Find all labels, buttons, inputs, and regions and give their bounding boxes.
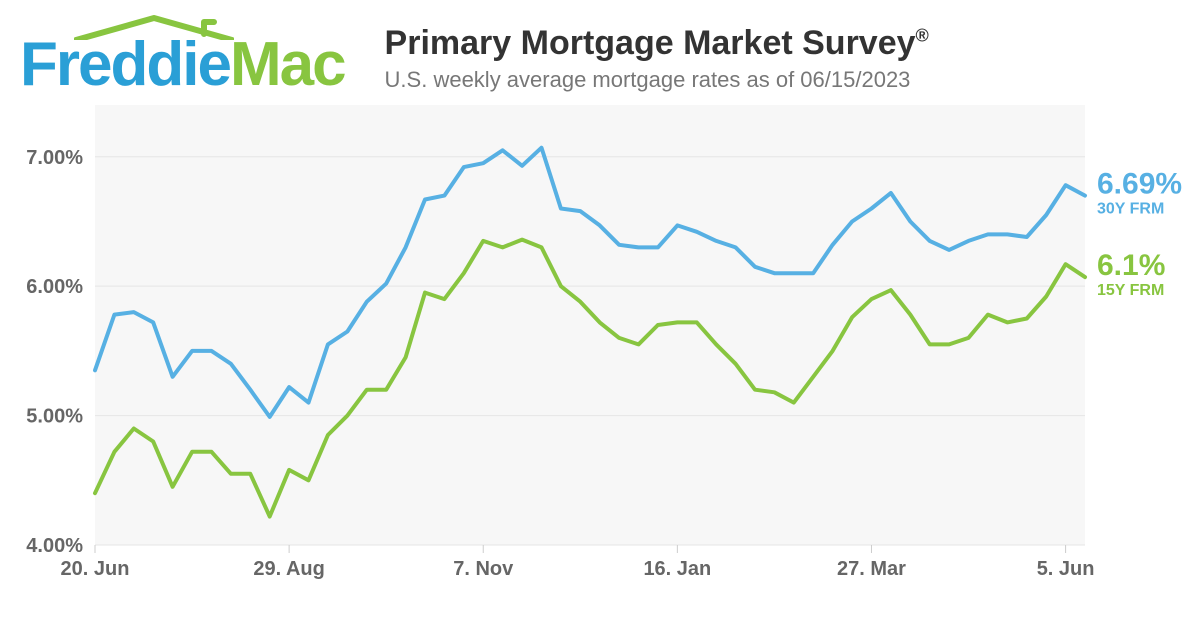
line-chart: 4.00% 5.00% 6.00% 7.00% 20. Jun 29. Aug 7. Nov… <box>0 105 1200 625</box>
series-end-value: 6.1% <box>1097 249 1165 282</box>
series-end-name: 30Y FRM <box>1097 201 1164 218</box>
logo-text-freddie: Freddie <box>20 30 230 99</box>
y-axis-label: 4.00% <box>26 535 83 557</box>
x-axis-label: 20. Jun <box>61 558 130 580</box>
y-axis-label: 6.00% <box>26 276 83 298</box>
x-axis-label: 5. Jun <box>1037 558 1095 580</box>
freddie-mac-logo: FreddieMac <box>20 14 345 96</box>
chart-title: Primary Mortgage Market Survey® <box>385 24 929 63</box>
series-end-value: 6.69% <box>1097 168 1182 201</box>
y-axis-label: 5.00% <box>26 406 83 428</box>
series-end-name: 15Y FRM <box>1097 282 1164 299</box>
x-axis-label: 29. Aug <box>253 558 325 580</box>
x-axis-label: 7. Nov <box>453 558 514 580</box>
y-axis-label: 7.00% <box>26 147 83 169</box>
x-axis-label: 27. Mar <box>837 558 906 580</box>
logo-text-mac: Mac <box>230 30 345 99</box>
chart-header: FreddieMac Primary Mortgage Market Surve… <box>20 14 1180 100</box>
x-axis-label: 16. Jan <box>643 558 711 580</box>
chart-subtitle: U.S. weekly average mortgage rates as of… <box>385 67 929 93</box>
